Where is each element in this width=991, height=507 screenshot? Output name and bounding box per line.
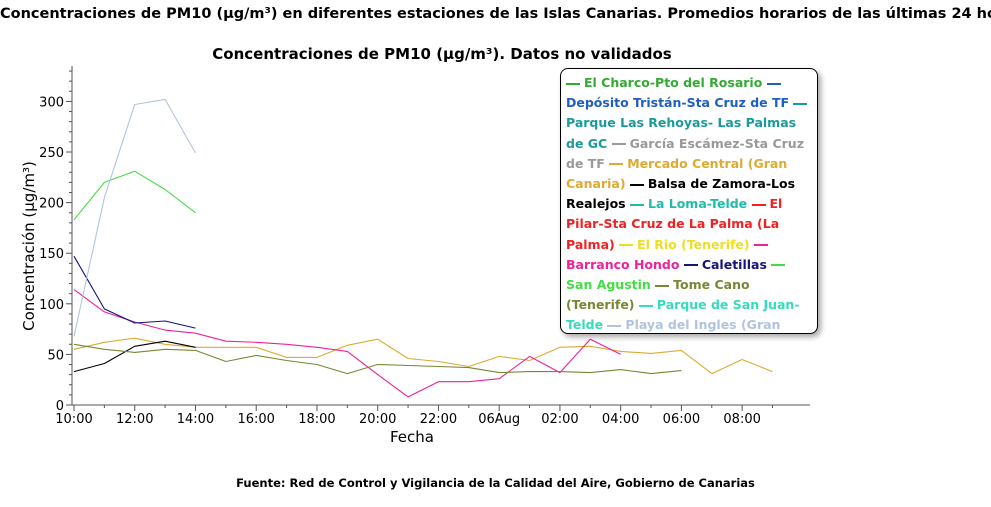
legend-swatch (766, 82, 781, 85)
legend-label: El Pilar-Sta Cruz de La Palma (La Palma) (566, 196, 783, 252)
legend-label: Balsa de Zamora-Los Realejos (566, 176, 796, 212)
x-tick-label: 18:00 (298, 412, 335, 427)
legend-swatch (619, 244, 634, 247)
y-tick-label: 100 (39, 298, 64, 313)
legend-label: Mercado Central (Gran Canaria) (566, 155, 788, 192)
chart-legend: El Charco-Pto del Rosario Depósito Trist… (560, 68, 818, 334)
x-axis-label: Fecha (390, 428, 434, 446)
legend-swatch (751, 203, 766, 206)
legend-swatch (793, 102, 808, 105)
x-tick-label: 14:00 (177, 412, 214, 427)
legend-entry[interactable]: El Pilar-Sta Cruz de La Palma (La Palma) (566, 196, 782, 251)
legend-entry[interactable]: San Agustin (566, 257, 789, 292)
series-line (73, 170, 196, 221)
legend-label: Parque de San Juan-Telde (566, 297, 800, 333)
legend-swatch (609, 163, 624, 166)
legend-label: Caletillas (701, 256, 767, 272)
x-tick-label: 04:00 (602, 412, 639, 427)
legend-swatch (655, 284, 670, 287)
source-note: Fuente: Red de Control y Vigilancia de l… (236, 476, 755, 490)
legend-swatch (607, 324, 622, 327)
legend-label: Depósito Tristán-Sta Cruz de TF (566, 95, 790, 111)
y-tick-label: 250 (39, 146, 64, 161)
series-line (73, 255, 196, 329)
series-line (73, 289, 621, 398)
legend-label: San Agustin (566, 277, 651, 293)
legend-swatch (611, 143, 626, 146)
legend-swatch (683, 264, 698, 267)
legend-swatch (771, 264, 786, 267)
legend-entry[interactable]: La Loma-Telde (629, 196, 752, 212)
legend-entry[interactable]: Mercado Central (Gran Canaria) (566, 156, 787, 191)
legend-entry[interactable]: El Rio (Tenerife) (619, 237, 754, 252)
legend-entry[interactable]: Barranco Hondo (566, 237, 772, 272)
x-tick-label: 08:00 (723, 412, 760, 427)
series-line (73, 98, 196, 337)
legend-swatch (753, 244, 768, 247)
legend-label: García Escámez-Sta Cruz de TF (566, 135, 804, 171)
y-tick-label: 300 (39, 95, 64, 110)
legend-label: Tome Cano (Tenerife) (566, 277, 750, 313)
legend-label: La Loma-Telde (647, 196, 748, 212)
page-title: Concentraciones de PM10 (µg/m³) en difer… (0, 6, 991, 22)
legend-label: Barranco Hondo (566, 256, 680, 272)
legend-label: El Rio (Tenerife) (637, 236, 750, 252)
legend-swatch (638, 304, 653, 307)
legend-entry[interactable]: Parque Las Rehoyas- Las Palmas de GC (566, 95, 811, 151)
y-tick-label: 0 (56, 399, 64, 414)
chart-axes: 0 50 100 150 200 250 300 10:00 12:00 14:00 16:00 18… (39, 66, 810, 427)
y-tick-label: 50 (47, 348, 64, 363)
x-tick-label: 20:00 (359, 412, 396, 427)
y-tick-label: 200 (39, 197, 64, 212)
legend-entry[interactable]: García Escámez-Sta Cruz de TF (566, 136, 804, 171)
x-tick-label: 22:00 (420, 412, 457, 427)
legend-entry[interactable]: Caletillas (683, 256, 771, 272)
legend-entry[interactable]: Depósito Tristán-Sta Cruz de TF (566, 75, 793, 110)
legend-swatch (629, 183, 644, 186)
legend-entry[interactable]: Tome Cano (Tenerife) (566, 277, 750, 312)
legend-label: Playa del Ingles (Gran Canaria) (625, 317, 781, 333)
series-line (73, 340, 196, 373)
legend-label: Parque Las Rehoyas- Las Palmas de GC (566, 115, 797, 151)
x-tick-label: 16:00 (237, 412, 274, 427)
x-tick-label: 10:00 (55, 412, 92, 427)
legend-entries: El Charco-Pto del Rosario Depósito Trist… (566, 73, 813, 333)
legend-entry[interactable]: El Charco-Pto del Rosario (566, 75, 767, 90)
y-axis-label: Concentración (µg/m³) (20, 161, 38, 331)
legend-label: El Charco-Pto del Rosario (584, 75, 763, 90)
legend-entry[interactable]: Balsa de Zamora-Los Realejos (566, 176, 795, 211)
x-tick-label: 02:00 (541, 412, 578, 427)
legend-entry[interactable]: Playa del Ingles (Gran Canaria) (566, 317, 781, 333)
x-tick-label: 12:00 (116, 412, 153, 427)
legend-entry[interactable]: Parque de San Juan-Telde (566, 297, 800, 332)
legend-swatch (629, 203, 644, 206)
x-tick-label: 06Aug (478, 412, 520, 427)
x-tick-label: 06:00 (663, 412, 700, 427)
line-chart: 0 50 100 150 200 250 300 10:00 12:00 14:00 16:00 18… (20, 66, 810, 446)
chart-title: Concentraciones de PM10 (µg/m³). Datos n… (212, 45, 672, 63)
plot-area (73, 98, 773, 398)
legend-swatch (566, 82, 580, 85)
y-tick-label: 150 (39, 247, 64, 262)
series-line (73, 343, 682, 375)
